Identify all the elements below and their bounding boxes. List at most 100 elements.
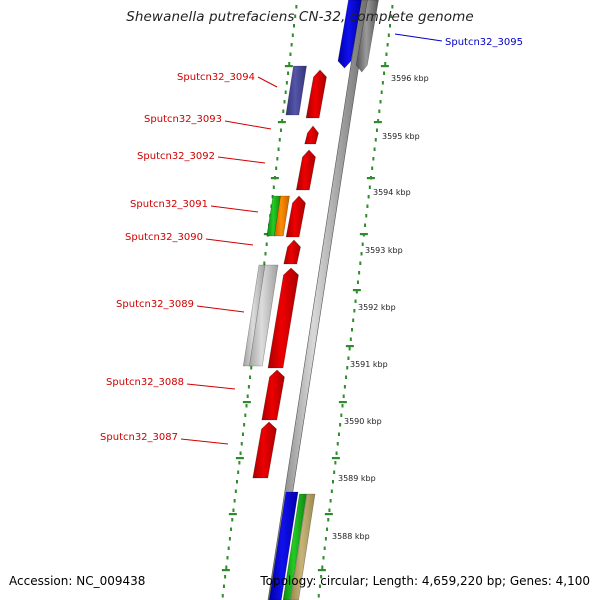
tick-dot <box>243 423 246 427</box>
tick-dot <box>367 195 370 199</box>
tick-dot <box>241 432 244 436</box>
tick-dot <box>326 527 329 531</box>
tick-dot <box>339 423 342 427</box>
tick-dot <box>236 480 238 484</box>
major-tick <box>277 121 286 124</box>
gene-label: Sputcn32_3088 <box>106 377 184 388</box>
tick-dot <box>372 157 375 161</box>
tick-dot <box>322 556 325 560</box>
tick-dot <box>335 451 338 455</box>
tick-dot <box>278 138 281 142</box>
scale-label: 3592 kbp <box>358 303 396 312</box>
tick-dot <box>384 62 387 66</box>
tick-dot <box>294 14 297 18</box>
label-leaders <box>180 33 443 445</box>
gene-feature <box>261 369 285 421</box>
tick-dot <box>374 138 377 142</box>
tick-dot <box>337 432 340 436</box>
tick-dot <box>239 451 242 455</box>
gene-label: Sputcn32_3087 <box>100 432 178 443</box>
tick-dot <box>385 52 388 56</box>
tick-dot <box>336 442 339 446</box>
tick-dot <box>328 508 331 512</box>
gene-label: Sputcn32_3095 <box>445 37 523 48</box>
tick-dot <box>224 575 227 579</box>
tick-dot <box>283 100 286 104</box>
major-tick <box>235 457 244 460</box>
tick-dot <box>321 565 324 569</box>
tick-dot <box>365 214 368 218</box>
tick-dot <box>244 413 247 417</box>
major-tick <box>352 289 361 292</box>
tick-dot <box>332 480 334 484</box>
tick-dot <box>379 100 382 104</box>
gene-feature <box>305 69 327 119</box>
tick-dot <box>293 24 295 28</box>
tick-dot <box>381 81 384 85</box>
major-tick <box>380 65 389 68</box>
major-tick <box>284 65 293 68</box>
tick-dot <box>287 71 290 75</box>
tick-dot <box>291 33 294 37</box>
tick-dot <box>271 195 274 199</box>
tick-dot <box>378 109 381 113</box>
tick-dot <box>232 508 235 512</box>
tick-dot <box>327 518 330 522</box>
label-leader <box>186 383 236 390</box>
tick-dot <box>317 594 320 598</box>
tick-dot <box>356 280 359 284</box>
accession-label: Accession: <box>9 574 73 588</box>
gene-feature <box>273 195 290 237</box>
scale-label: 3595 kbp <box>382 132 420 141</box>
label-leader <box>217 156 266 164</box>
gene-label: Sputcn32_3093 <box>144 114 222 125</box>
topology-label: Topology: <box>260 574 317 588</box>
scale-labels: 3596 kbp 3595 kbp 3594 kbp 3593 kbp 3592 kbp… <box>332 74 429 541</box>
tick-dot <box>238 461 241 465</box>
tick-dot <box>282 109 285 113</box>
major-tick <box>359 233 368 236</box>
gene-label: Sputcn32_3090 <box>125 232 203 243</box>
scale-label: 3594 kbp <box>373 188 411 197</box>
tick-dot <box>318 584 321 588</box>
tick-dot <box>295 5 298 9</box>
tick-dot <box>349 337 352 341</box>
tick-dot <box>247 385 250 389</box>
tick-dot <box>320 575 323 579</box>
tick-dot <box>368 185 371 189</box>
tick-dot <box>334 461 337 465</box>
major-tick <box>242 401 251 404</box>
tick-dot <box>377 119 380 123</box>
major-tick <box>324 513 333 516</box>
tick-dot <box>347 356 350 360</box>
tick-dot <box>221 594 224 598</box>
tick-dot <box>341 404 344 408</box>
label-leader <box>180 438 229 445</box>
gene-feature <box>295 149 316 191</box>
major-tick <box>366 177 375 180</box>
gene-feature <box>337 0 362 69</box>
major-tick <box>317 569 326 572</box>
gene-feature <box>304 125 319 145</box>
label-leader <box>257 76 278 88</box>
tick-dot <box>359 261 362 265</box>
tick-dot <box>231 518 234 522</box>
tick-dot <box>358 271 361 275</box>
gene-feature <box>252 421 277 479</box>
length-value: 4,659,220 bp <box>421 574 502 588</box>
tick-dot <box>371 166 374 170</box>
tick-dot <box>361 242 364 246</box>
genome-backbone <box>267 0 370 600</box>
tick-dot <box>346 366 349 370</box>
tick-dot <box>284 90 287 94</box>
tick-dot <box>355 290 358 294</box>
gene-labels: Sputcn32_3095 Sputcn32_3094 Sputcn32_3093 S… <box>100 37 523 443</box>
tick-dot <box>380 90 383 94</box>
tick-dot <box>281 119 284 123</box>
tick-dot <box>275 166 278 170</box>
gene-feature <box>282 493 307 600</box>
gene-feature <box>268 491 299 600</box>
tick-dot <box>222 584 225 588</box>
tick-dot <box>265 242 268 246</box>
